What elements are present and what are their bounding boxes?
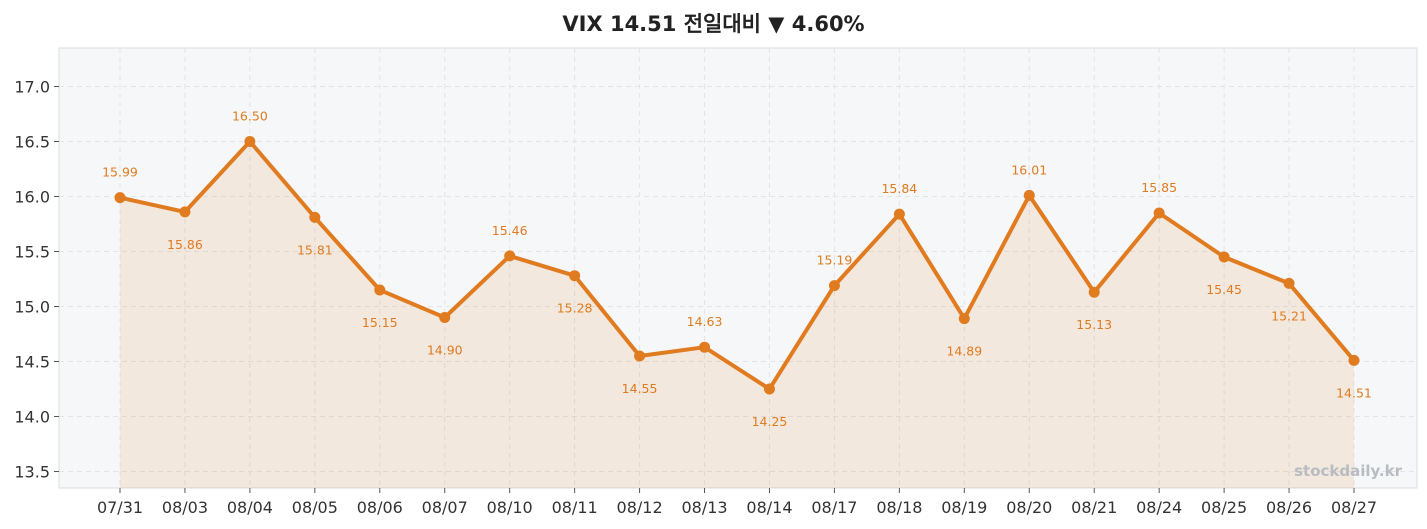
data-label: 14.25 [752, 414, 788, 429]
data-label: 15.19 [817, 253, 853, 268]
chart-title: VIX 14.51 전일대비 ▼ 4.60% [562, 12, 865, 36]
x-tick-label: 08/24 [1136, 498, 1182, 517]
x-tick-label: 08/10 [487, 498, 533, 517]
data-label: 16.01 [1011, 162, 1047, 177]
area-fill [120, 141, 1354, 488]
data-label: 16.50 [232, 109, 268, 124]
data-label: 15.13 [1076, 317, 1112, 332]
x-tick-label: 08/11 [552, 498, 598, 517]
x-tick-label: 07/31 [97, 498, 143, 517]
y-tick-label: 16.0 [14, 188, 50, 207]
series-polyline [118, 139, 1356, 391]
data-label: 15.84 [881, 181, 917, 196]
data-point [504, 250, 516, 262]
y-tick-label: 13.5 [14, 463, 50, 482]
x-tick-label: 08/13 [681, 498, 727, 517]
data-point [179, 206, 191, 218]
y-tick-label: 14.0 [14, 408, 50, 427]
data-point [893, 208, 905, 220]
data-point [439, 312, 451, 323]
y-tick-label: 16.5 [14, 133, 50, 152]
data-label: 15.46 [492, 223, 528, 238]
data-point [569, 270, 581, 282]
watermark: stockdaily.kr [1294, 462, 1402, 480]
x-tick-label: 08/26 [1266, 498, 1312, 517]
data-point [763, 383, 775, 395]
x-tick-label: 08/19 [941, 498, 987, 517]
data-label: 15.28 [557, 301, 593, 316]
x-tick-label: 08/04 [227, 498, 273, 517]
x-tick-label: 08/03 [162, 498, 208, 517]
data-label: 14.55 [622, 381, 658, 396]
y-tick-label: 14.5 [14, 353, 50, 372]
x-tick-label: 08/17 [811, 498, 857, 517]
data-label: 15.21 [1271, 308, 1307, 323]
series-line [118, 139, 1356, 391]
x-tick-label: 08/18 [876, 498, 922, 517]
data-points [114, 136, 1360, 395]
x-tick-label: 08/06 [357, 498, 403, 517]
data-label: 15.86 [167, 237, 203, 252]
x-tick-label: 08/07 [422, 498, 468, 517]
data-point [1348, 354, 1360, 366]
data-label: 15.45 [1206, 282, 1242, 297]
axes: 13.5 14.0 14.5 15.0 15.5 16.0 16.5 17.0 07/31 08/… [14, 78, 1377, 518]
data-labels: 15.99 15.86 16.50 15.81 15.15 14.90 15.46 15.28… [102, 109, 1372, 430]
data-label: 14.90 [427, 343, 463, 358]
data-point [699, 341, 711, 353]
grid [59, 48, 1417, 488]
y-tick-label: 15.0 [14, 298, 50, 317]
data-label: 14.51 [1336, 385, 1372, 400]
data-label: 14.89 [946, 344, 982, 359]
plot-area [58, 47, 1418, 489]
x-tick-label: 08/27 [1331, 498, 1377, 517]
data-point [309, 211, 321, 223]
area-fill-path [120, 141, 1354, 488]
data-label: 14.63 [687, 314, 723, 329]
y-tick-label: 17.0 [14, 78, 50, 97]
data-point [1153, 207, 1165, 219]
data-point [1088, 286, 1100, 298]
data-point [828, 280, 840, 292]
x-tick-label: 08/14 [746, 498, 792, 517]
data-point [634, 350, 646, 362]
data-label: 15.81 [297, 242, 333, 257]
x-tick-label: 08/20 [1006, 498, 1052, 517]
data-point [244, 136, 256, 147]
x-tick-label: 08/25 [1201, 498, 1247, 517]
x-tick-label: 08/12 [617, 498, 663, 517]
data-point [374, 284, 386, 296]
data-point [958, 313, 970, 325]
y-tick-label: 15.5 [14, 243, 50, 262]
data-point [1218, 251, 1230, 263]
data-label: 15.15 [362, 315, 398, 330]
data-label: 15.85 [1141, 180, 1177, 195]
data-point [1283, 277, 1295, 289]
x-tick-label: 08/21 [1071, 498, 1117, 517]
data-point [1023, 189, 1035, 201]
x-tick-label: 08/05 [292, 498, 338, 517]
data-point [114, 192, 126, 204]
data-label: 15.99 [102, 165, 138, 180]
